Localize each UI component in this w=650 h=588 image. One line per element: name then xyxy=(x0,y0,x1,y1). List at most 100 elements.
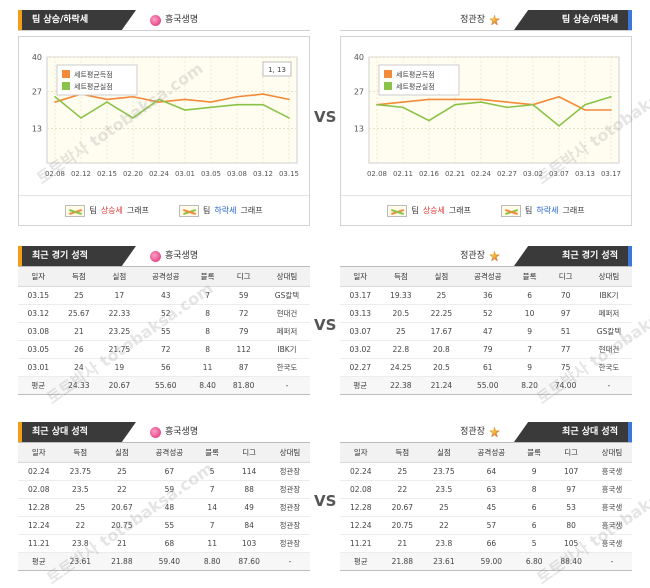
average-cell: - xyxy=(591,552,632,571)
up-word: 상승세 xyxy=(422,206,445,215)
table-cell: 9 xyxy=(518,462,551,481)
table-cell: 8 xyxy=(191,322,224,341)
table-row: 03.05 26 21.75 72 8 112 IBK기 xyxy=(18,340,310,359)
table-cell: 70 xyxy=(545,286,586,305)
table-row: 02.08 22 23.5 63 8 97 흥국생 xyxy=(340,480,632,499)
down-graph-button-right[interactable]: 팀 하락세 그래프 xyxy=(501,204,585,217)
table-cell: 66 xyxy=(464,534,519,553)
table-row: 11.21 21 23.8 66 5 105 흥국생 xyxy=(340,534,632,553)
h2h-table-left: 일자 득점 실점 공격성공 블록 디그 상대팀 02.24 23.75 25 67 5 114 정관장 02… xyxy=(18,442,310,571)
average-cell: 55.00 xyxy=(461,376,514,395)
table-cell: 23.25 xyxy=(99,322,140,341)
table-cell: 22.33 xyxy=(99,304,140,323)
table-cell: 02.24 xyxy=(18,462,60,481)
column-header: 득점 xyxy=(58,266,100,287)
table-cell: 72 xyxy=(223,304,264,323)
table-cell: 23.75 xyxy=(59,462,102,481)
table-cell: 흥국생 xyxy=(591,462,632,481)
table-cell: 11 xyxy=(196,534,229,553)
table-cell: 20.67 xyxy=(381,498,424,517)
table-cell: 6 xyxy=(518,516,551,535)
table-cell: 36 xyxy=(461,286,514,305)
column-header: 디그 xyxy=(223,266,264,287)
table-cell: 24.25 xyxy=(380,358,422,377)
table-cell: GS칼텍 xyxy=(263,286,310,305)
table-cell: 정관장 xyxy=(269,534,310,553)
data-point xyxy=(610,109,612,111)
heungkuk-logo-icon xyxy=(150,250,161,262)
table-row: 03.02 22.8 20.8 79 7 77 현대건 xyxy=(340,340,632,359)
table-cell: 17 xyxy=(99,286,140,305)
x-tick-label: 03.02 xyxy=(523,170,543,178)
table-cell: 55 xyxy=(142,516,197,535)
table-cell: 20.75 xyxy=(381,516,424,535)
x-tick-label: 03.15 xyxy=(279,170,299,178)
legend-label: 세트평균실점 xyxy=(74,82,113,91)
table-cell: 17.67 xyxy=(421,322,462,341)
data-point xyxy=(480,101,482,103)
table-cell: 49 xyxy=(228,498,270,517)
table-cell: 11 xyxy=(191,358,224,377)
table-cell: 19 xyxy=(99,358,140,377)
up-graph-button-right[interactable]: 팀 상승세 그래프 xyxy=(387,204,471,217)
table-cell: 19.33 xyxy=(380,286,422,305)
column-header: 블록 xyxy=(513,266,546,287)
column-header: 득점 xyxy=(59,442,102,463)
data-point xyxy=(158,101,160,103)
table-row: 12.28 20.67 25 45 6 53 흥국생 xyxy=(340,498,632,517)
data-point xyxy=(158,98,160,101)
average-cell: 24.33 xyxy=(58,376,100,395)
junggwanjang-logo-icon xyxy=(489,14,500,26)
data-point xyxy=(262,103,264,106)
team-label-left: 흥국생명 xyxy=(165,427,199,437)
average-cell: 74.00 xyxy=(545,376,586,395)
team-name-left: 흥국생명 xyxy=(150,422,198,442)
table-cell: 52 xyxy=(461,304,514,323)
table-cell: 59 xyxy=(142,480,197,499)
y-tick-label: 40 xyxy=(354,53,364,62)
table-cell: 23.8 xyxy=(59,534,102,553)
table-cell: 03.13 xyxy=(340,304,381,323)
table-cell: 21 xyxy=(101,534,143,553)
legend-swatch xyxy=(384,70,392,78)
data-point xyxy=(402,106,404,109)
average-cell: - xyxy=(269,552,310,571)
table-cell: 20.5 xyxy=(421,358,462,377)
table-cell: 02.24 xyxy=(340,462,382,481)
down-graph-button-left[interactable]: 팀 하락세 그래프 xyxy=(179,204,263,217)
table-cell: 79 xyxy=(223,322,264,341)
table-cell: 43 xyxy=(139,286,192,305)
table-cell: 22 xyxy=(101,480,143,499)
table-cell: 25 xyxy=(59,498,102,517)
table-cell: 정관장 xyxy=(269,498,310,517)
table-cell: IBK기 xyxy=(585,286,632,305)
up-graph-icon xyxy=(387,204,408,217)
table-cell: 112 xyxy=(223,340,264,359)
recent-table-left: 일자 득점 실점 공격성공 블록 디그 상대팀 03.15 25 17 43 7 59 GS칼텍 03.12… xyxy=(18,266,310,395)
table-cell: 61 xyxy=(461,358,514,377)
data-point xyxy=(54,95,56,98)
junggwanjang-logo-icon xyxy=(489,250,500,262)
x-tick-label: 03.13 xyxy=(575,170,595,178)
table-cell: 20.8 xyxy=(421,340,462,359)
up-graph-button-left[interactable]: 팀 상승세 그래프 xyxy=(65,204,149,217)
table-cell: 흥국생 xyxy=(591,534,632,553)
trend-chart-left: 13 27 40 02.08 02.12 02.15 02.20 02.24 03.01 03.0… xyxy=(18,36,310,226)
table-cell: 9 xyxy=(513,358,546,377)
table-cell: 68 xyxy=(142,534,197,553)
table-row: 03.08 21 23.25 55 8 79 페퍼저 xyxy=(18,322,310,341)
graph-word: 그래프 xyxy=(562,206,585,215)
column-header: 공격성공 xyxy=(139,266,192,287)
table-cell: 현대건 xyxy=(585,340,632,359)
table-cell: 8 xyxy=(191,304,224,323)
table-cell: 11.21 xyxy=(18,534,60,553)
table-cell: 03.17 xyxy=(340,286,381,305)
table-cell: 03.02 xyxy=(340,340,381,359)
annotation-label: 1, 13 xyxy=(268,66,286,74)
team-label-left: 흥국생명 xyxy=(165,15,199,25)
table-row: 02.24 23.75 25 67 5 114 정관장 xyxy=(18,462,310,481)
data-point xyxy=(584,109,586,111)
table-cell: 59 xyxy=(223,286,264,305)
team-label-right: 정관장 xyxy=(460,251,485,261)
